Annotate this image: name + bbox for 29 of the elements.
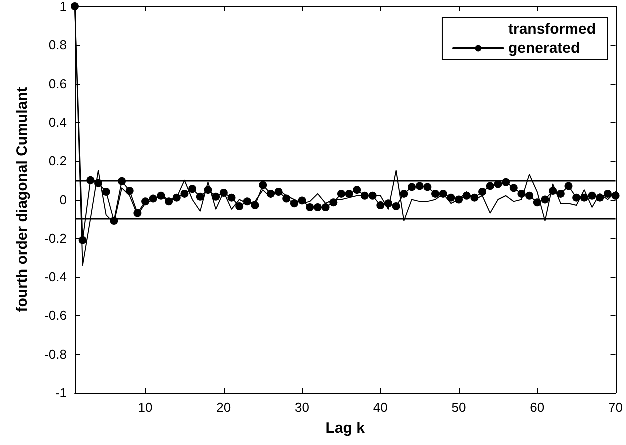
- y-tick-label: -0.8: [44, 346, 67, 362]
- y-tick-label: 0: [60, 192, 67, 208]
- point: [360, 192, 369, 200]
- point: [172, 194, 181, 202]
- x-tick-label: 20: [216, 400, 232, 415]
- x-tick-label: 40: [373, 400, 388, 415]
- y-tick-label: -1: [55, 386, 67, 400]
- x-tick-label: 70: [608, 400, 624, 415]
- y-tick-label: -0.6: [44, 308, 67, 324]
- legend-label: generated: [508, 40, 580, 57]
- x-tick-label: 50: [452, 400, 466, 415]
- x-tick-label: 30: [295, 400, 310, 415]
- y-tick-label: 0.4: [48, 114, 67, 130]
- x-tick-label: 10: [138, 400, 153, 415]
- y-tick-label: 0.8: [48, 38, 67, 53]
- x-tick-label: 60: [530, 400, 545, 415]
- y-tick-label: 1: [60, 0, 67, 14]
- point: [157, 192, 166, 200]
- y-tick-label: 0.2: [48, 154, 67, 169]
- point: [455, 196, 464, 204]
- y-tick-label: -0.2: [44, 230, 67, 246]
- point: [368, 192, 377, 200]
- point: [71, 2, 79, 10]
- point: [439, 190, 448, 198]
- text: transformed: [508, 21, 596, 38]
- y-tick-label: 0.6: [48, 76, 67, 92]
- x-axis-title: Lag k: [326, 420, 366, 437]
- y-tick-label: -0.4: [44, 270, 67, 285]
- y-axis-title: fourth order diagonal Cumulant: [14, 87, 31, 312]
